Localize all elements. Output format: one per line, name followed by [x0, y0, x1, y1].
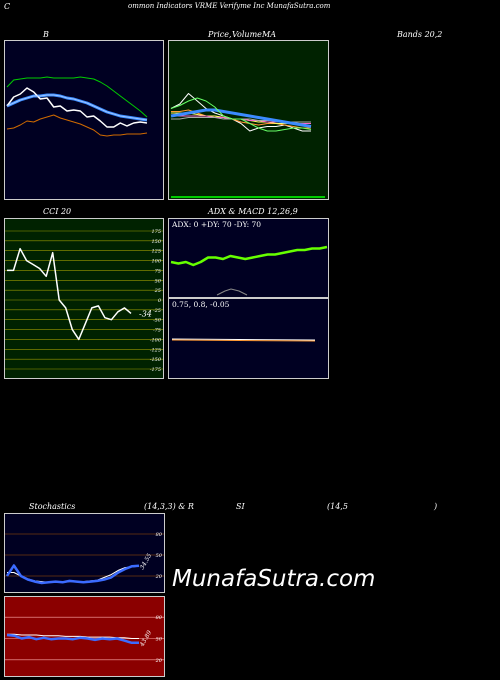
adx-line — [170, 245, 328, 267]
cci-tick-label: -75 — [153, 328, 161, 334]
bollinger-left-label: B — [43, 30, 49, 39]
ma-line-6 — [170, 108, 312, 128]
watermark: MunafaSutra.com — [172, 566, 376, 592]
bollinger-middle-band — [6, 93, 148, 122]
adx-panel: ADX: 0 +DY: 70 -DY: 70 — [168, 218, 329, 298]
cci-tick-label: 50 — [155, 278, 162, 284]
osc-tick-label: 50 — [156, 553, 163, 559]
price-ma-chart — [170, 93, 325, 198]
cci-tick-label: -125 — [150, 347, 161, 353]
cci-tick-label: 150 — [151, 239, 161, 245]
stochastics-params: (14,3,3) & R — [144, 502, 194, 511]
bollinger-price-label: Price, — [208, 30, 232, 39]
bollinger-price-line — [6, 87, 148, 128]
rsi-params-close: ) — [434, 502, 438, 511]
adx-values: ADX: 0 +DY: 70 -DY: 70 — [172, 220, 262, 229]
price-volume-panel — [168, 40, 329, 200]
bollinger-volume-label: Volume — [232, 30, 262, 39]
stochastics-line — [5, 564, 140, 585]
rsi-params: (14,5 — [327, 502, 348, 511]
rsi-line — [6, 633, 139, 645]
cci-tick-label: 100 — [151, 259, 161, 265]
osc-tick-label: 20 — [155, 658, 163, 664]
osc-tick-label: 80 — [156, 532, 163, 538]
cci-tick-label: 75 — [155, 268, 161, 274]
header-left-mark: C — [4, 2, 11, 11]
stochastics-panel: 80 50 20 34.55 — [4, 513, 165, 593]
cci-chart: 175 150 125 100 75 50 25 0 -25 -50 -75 -100 -125 -150… — [5, 229, 163, 373]
dy-line — [216, 288, 248, 296]
rsi-panel: 80 50 20 43.89 — [4, 596, 165, 677]
bollinger-ma-label: MA — [262, 30, 276, 39]
cci-tick-label: -50 — [153, 318, 162, 324]
bollinger-right-label: Bands 20,2 — [397, 30, 443, 39]
rsi-label: SI — [236, 502, 245, 511]
bollinger-upper-band — [6, 76, 148, 118]
cci-tick-label: -100 — [150, 337, 162, 343]
cci-tick-label: 125 — [151, 249, 161, 255]
macd-chart — [171, 338, 316, 342]
cci-tick-label: 0 — [158, 298, 162, 304]
cci-tick-label: 25 — [154, 288, 161, 294]
cci-line — [7, 247, 132, 341]
rsi-chart: 80 50 20 43.89 — [5, 615, 164, 664]
ma-line-7 — [170, 97, 312, 132]
cci-tick-label: -25 — [153, 308, 161, 314]
stochastics-label: Stochastics — [29, 502, 76, 511]
bollinger-middle-band-highlight — [6, 94, 148, 121]
cci-value-label: -34 — [139, 309, 152, 318]
adx-macd-label: ADX & MACD 12,26,9 — [208, 207, 298, 216]
macd-line — [171, 338, 316, 341]
cci-tick-label: -175 — [150, 367, 161, 373]
cci-tick-label: -150 — [150, 357, 162, 363]
adx-chart — [170, 245, 328, 296]
bollinger-chart — [6, 76, 148, 137]
rsi-value-label: 43.89 — [138, 629, 153, 648]
osc-tick-label: 80 — [156, 615, 163, 621]
bollinger-panel — [4, 40, 164, 200]
cci-label: CCI 20 — [43, 207, 72, 216]
macd-values: 0.75, 0.8, -0.05 — [172, 300, 230, 309]
cci-tick-label: 175 — [151, 229, 161, 235]
osc-tick-label: 20 — [155, 574, 163, 580]
cci-panel: 175 150 125 100 75 50 25 0 -25 -50 -75 -100 -125 -150… — [4, 218, 164, 379]
bollinger-lower-band — [6, 114, 148, 137]
macd-signal-line — [171, 339, 316, 342]
macd-panel: 0.75, 0.8, -0.05 — [168, 298, 329, 379]
chart-title: ommon Indicators VRME Verifyme Inc Munaf… — [128, 2, 331, 10]
ma-line-5 — [171, 117, 311, 123]
osc-tick-label: 50 — [156, 637, 163, 643]
